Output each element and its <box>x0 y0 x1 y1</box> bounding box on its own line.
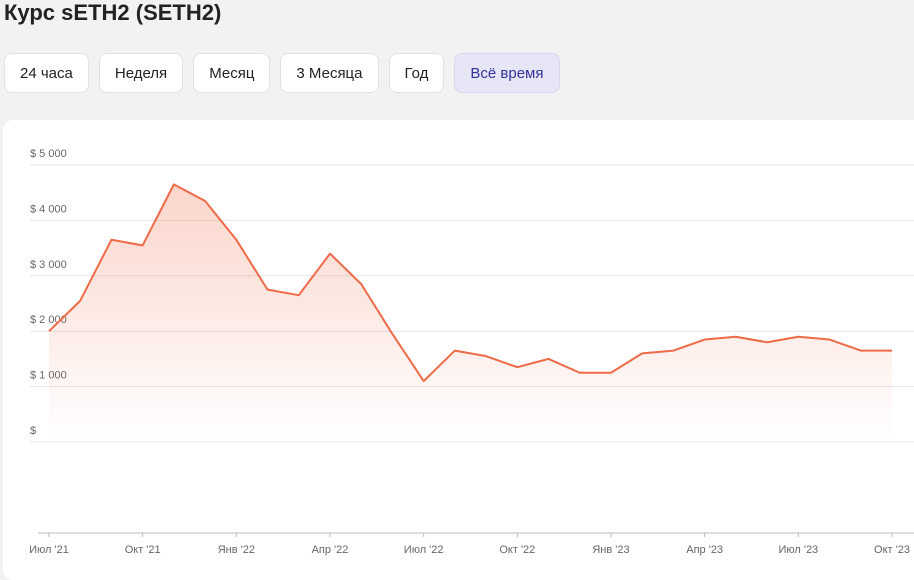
x-tick-label: Июл '22 <box>404 544 444 556</box>
x-tick-label: Янв '23 <box>592 544 629 556</box>
time-range-tab[interactable]: Месяц <box>193 53 271 93</box>
x-tick-label: Июл '21 <box>29 544 69 556</box>
y-tick-label: $ 3 000 <box>30 259 67 271</box>
x-tick-label: Окт '23 <box>874 544 910 556</box>
title: Курс sETH2 (SETH2) <box>4 0 222 25</box>
page: Курс sETH2 (SETH2) 24 часа Неделя Месяц 3 М… <box>3 0 914 580</box>
time-range-tab[interactable]: Год <box>388 53 445 93</box>
y-tick-label: $ 4 000 <box>30 203 67 215</box>
chart: $ 5 000$ 4 000$ 3 000$ 2 000$ 1 000$Июл … <box>29 148 914 556</box>
y-tick-label: $ <box>30 425 36 437</box>
price-area <box>49 184 892 442</box>
tabs: 24 часа Неделя Месяц 3 Месяца Год Всё время <box>4 53 560 93</box>
time-range-tab[interactable]: Всё время <box>454 53 560 93</box>
x-tick-label: Окт '22 <box>499 544 535 556</box>
y-tick-label: $ 5 000 <box>30 148 67 160</box>
price-line <box>48 183 892 383</box>
x-tick-label: Янв '22 <box>218 544 255 556</box>
x-tick-label: Апр '22 <box>312 544 349 556</box>
x-tick-label: Апр '23 <box>686 544 723 556</box>
x-tick-label: Окт '21 <box>125 544 161 556</box>
time-range-tab[interactable]: 24 часа <box>4 53 89 93</box>
time-range-tab[interactable]: Неделя <box>98 53 184 93</box>
x-tick-label: Июл '23 <box>778 544 818 556</box>
time-range-tab[interactable]: 3 Месяца <box>280 53 379 93</box>
